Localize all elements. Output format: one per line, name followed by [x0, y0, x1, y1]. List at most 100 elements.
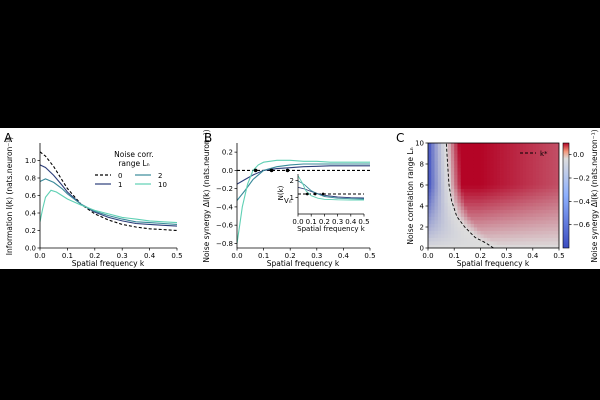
heatmap-cell — [473, 143, 478, 147]
inset-x-ticks: 0.0 0.1 0.2 0.3 0.4 0.5 — [292, 214, 370, 226]
heatmap-cell — [447, 181, 452, 186]
heatmap-cell — [526, 157, 530, 161]
heatmap-cell — [549, 223, 553, 228]
heatmap-cell — [526, 244, 530, 248]
heatmap-cell — [473, 237, 478, 242]
heatmap-cell — [454, 181, 458, 186]
heatmap-cell — [473, 202, 478, 207]
heatmap-cell — [490, 167, 494, 172]
heatmap-cell — [500, 167, 504, 172]
heatmap-cell — [457, 244, 462, 248]
panel-a-y-ticks: 0.0 0.2 0.4 0.6 0.8 1.0 — [25, 157, 40, 253]
heatmap-cell — [509, 244, 514, 248]
heatmap-cell — [555, 174, 559, 179]
heatmap-cell — [503, 143, 507, 147]
heatmap-cell — [542, 220, 547, 224]
heatmap-cell — [506, 220, 511, 224]
heatmap-cell — [545, 157, 550, 161]
heatmap-cell — [542, 234, 547, 238]
heatmap-cell — [450, 199, 455, 203]
heatmap-cell — [496, 230, 501, 235]
heatmap-cell — [483, 195, 488, 200]
heatmap-cell — [480, 244, 485, 248]
inset-marker-2 — [321, 192, 325, 196]
heatmap-cell — [555, 199, 559, 203]
panel-a-y-label-4: 0.8 — [25, 175, 36, 183]
heatmap-cell — [522, 150, 527, 154]
heatmap-cell — [441, 244, 445, 248]
heatmap-cell — [486, 195, 491, 200]
heatmap-cell — [434, 164, 439, 168]
heatmap-cell — [542, 178, 547, 182]
heatmap-cell — [486, 185, 491, 189]
heatmap-cell — [549, 157, 553, 161]
panel-a: A 0.0 0.1 0.2 0.3 0.4 0.5 0.00.20.40.60.81.0 … — [4, 131, 183, 268]
heatmap-cell — [467, 199, 471, 203]
heatmap-cell — [555, 230, 559, 235]
heatmap-cell — [493, 199, 498, 203]
heatmap-cell — [467, 174, 471, 179]
heatmap-cell — [516, 146, 521, 151]
heatmap-cell — [493, 160, 498, 165]
heatmap-cell — [457, 178, 462, 182]
heatmap-cell — [460, 234, 465, 238]
heatmap-cell — [552, 202, 557, 207]
heatmap-cell — [532, 192, 537, 196]
heatmap-cell — [509, 188, 514, 193]
heatmap-cell — [444, 192, 449, 196]
heatmap-cell — [542, 195, 547, 200]
heatmap-cell — [480, 185, 485, 189]
heatmap-cell — [460, 220, 465, 224]
heatmap-cell — [516, 220, 521, 224]
heatmap-cell — [509, 192, 514, 196]
heatmap-cell — [500, 157, 504, 161]
heatmap-cell — [450, 227, 455, 231]
heatmap-cell — [441, 174, 445, 179]
heatmap-cell — [555, 202, 559, 207]
heatmap-cell — [486, 153, 491, 158]
heatmap-cell — [493, 237, 498, 242]
heatmap-cell — [480, 157, 485, 161]
heatmap-cell — [428, 244, 432, 248]
heatmap-cell — [529, 216, 534, 221]
heatmap-cell — [457, 153, 462, 158]
heatmap-cell — [454, 195, 458, 200]
heatmap-cell — [457, 220, 462, 224]
heatmap-cell — [464, 213, 468, 217]
panel-c-heatmap — [428, 143, 559, 248]
heatmap-cell — [473, 234, 478, 238]
heatmap-cell — [431, 185, 435, 189]
heatmap-cell — [437, 230, 442, 235]
heatmap-cell — [437, 213, 442, 217]
heatmap-cell — [500, 171, 504, 175]
heatmap-cell — [444, 153, 449, 158]
heatmap-cell — [526, 202, 530, 207]
heatmap-cell — [532, 143, 537, 147]
heatmap-cell — [549, 195, 553, 200]
heatmap-cell — [486, 174, 491, 179]
heatmap-cell — [529, 244, 534, 248]
inset-y-label-1: 2 — [290, 177, 294, 185]
heatmap-cell — [506, 241, 511, 245]
heatmap-cell — [496, 153, 501, 158]
heatmap-cell — [434, 195, 439, 200]
heatmap-cell — [480, 209, 485, 214]
heatmap-cell — [434, 185, 439, 189]
heatmap-cell — [552, 167, 557, 172]
heatmap-cell — [473, 146, 478, 151]
heatmap-cell — [542, 167, 547, 172]
heatmap-cell — [506, 223, 511, 228]
heatmap-cell — [431, 234, 435, 238]
heatmap-cell — [490, 171, 494, 175]
heatmap-cell — [483, 188, 488, 193]
heatmap-cell — [519, 157, 524, 161]
heatmap-cell — [460, 146, 465, 151]
heatmap-cell — [500, 237, 504, 242]
heatmap-cell — [513, 216, 517, 221]
heatmap-cell — [552, 164, 557, 168]
heatmap-cell — [493, 220, 498, 224]
heatmap-cell — [457, 150, 462, 154]
heatmap-cell — [500, 146, 504, 151]
heatmap-cell — [542, 143, 547, 147]
heatmap-cell — [460, 178, 465, 182]
